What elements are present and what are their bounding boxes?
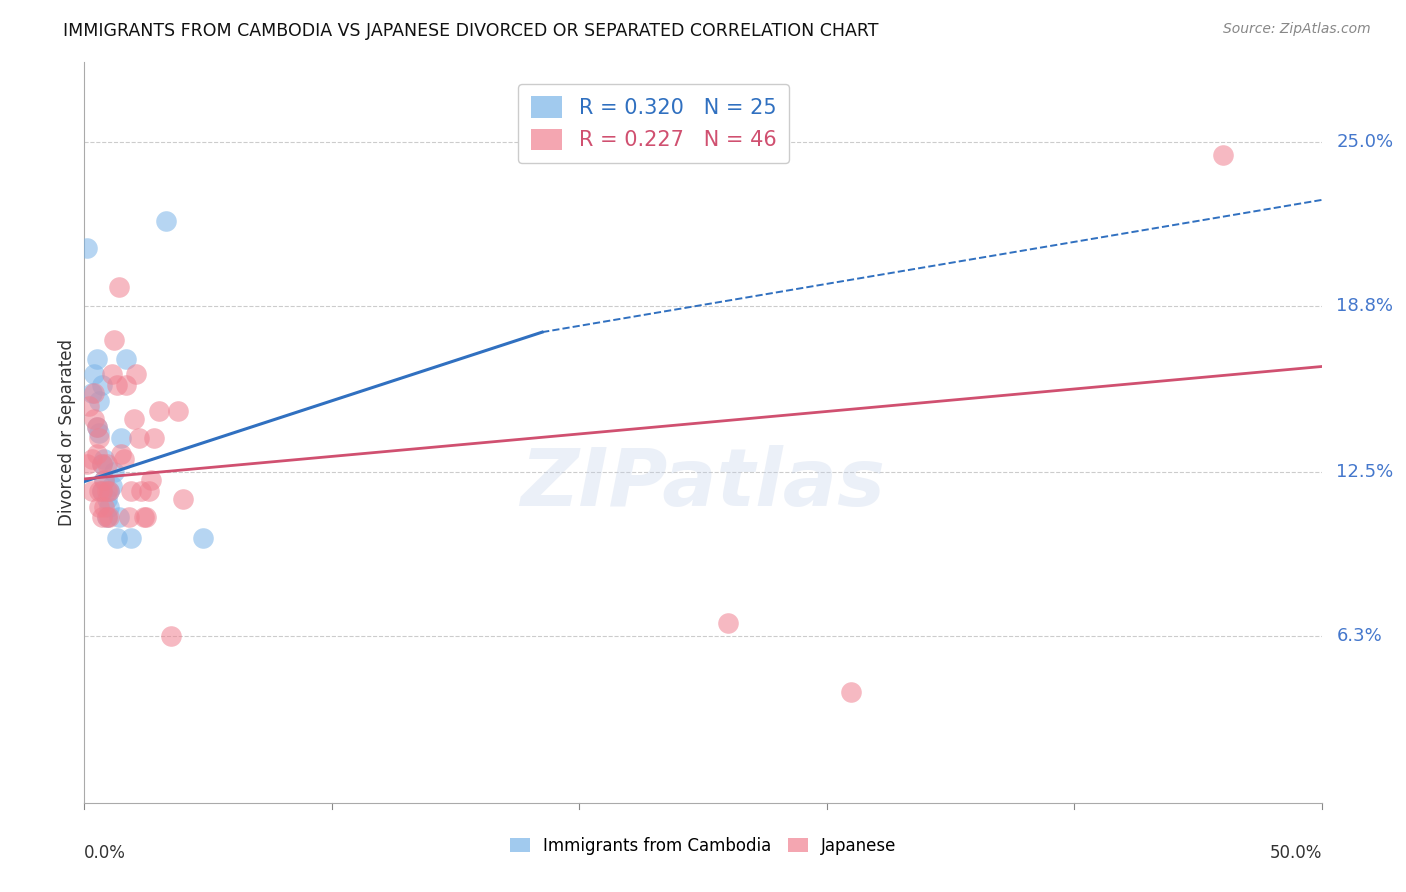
- Point: [135, 510, 157, 524]
- Point: [717, 615, 740, 630]
- Point: [191, 532, 214, 546]
- Point: [80, 386, 103, 401]
- Point: [79, 399, 101, 413]
- Point: [83, 386, 105, 401]
- Point: [96, 483, 118, 498]
- Y-axis label: Divorced or Separated: Divorced or Separated: [58, 339, 76, 526]
- Point: [841, 685, 863, 699]
- Point: [93, 452, 115, 467]
- Point: [86, 351, 108, 366]
- Point: [86, 447, 108, 461]
- Point: [1212, 148, 1234, 162]
- Point: [115, 351, 138, 366]
- Point: [90, 510, 112, 524]
- Point: [118, 510, 141, 524]
- Point: [100, 478, 122, 492]
- Point: [98, 483, 121, 498]
- Text: 50.0%: 50.0%: [1270, 844, 1322, 862]
- Point: [120, 483, 142, 498]
- Point: [90, 483, 112, 498]
- Point: [93, 473, 115, 487]
- Text: 0.0%: 0.0%: [84, 844, 127, 862]
- Point: [89, 483, 111, 498]
- Point: [103, 465, 125, 479]
- Point: [160, 629, 183, 643]
- Point: [98, 510, 121, 524]
- Point: [80, 452, 103, 467]
- Point: [155, 214, 177, 228]
- Point: [89, 425, 111, 440]
- Point: [86, 420, 108, 434]
- Point: [115, 378, 138, 392]
- Point: [110, 431, 132, 445]
- Point: [122, 412, 145, 426]
- Point: [90, 458, 112, 472]
- Point: [128, 431, 150, 445]
- Point: [129, 483, 152, 498]
- Legend: Immigrants from Cambodia, Japanese: Immigrants from Cambodia, Japanese: [503, 830, 903, 862]
- Text: 18.8%: 18.8%: [1337, 297, 1393, 315]
- Point: [89, 393, 111, 408]
- Point: [89, 431, 111, 445]
- Point: [138, 483, 160, 498]
- Point: [103, 333, 125, 347]
- Point: [96, 491, 118, 506]
- Point: [172, 491, 194, 506]
- Point: [96, 458, 118, 472]
- Text: Source: ZipAtlas.com: Source: ZipAtlas.com: [1223, 22, 1371, 37]
- Point: [108, 280, 131, 294]
- Point: [120, 532, 142, 546]
- Point: [83, 368, 105, 382]
- Point: [105, 378, 128, 392]
- Text: 25.0%: 25.0%: [1337, 133, 1393, 151]
- Point: [105, 532, 128, 546]
- Legend: R = 0.320   N = 25, R = 0.227   N = 46: R = 0.320 N = 25, R = 0.227 N = 46: [519, 84, 789, 163]
- Point: [90, 458, 112, 472]
- Point: [167, 404, 190, 418]
- Point: [83, 412, 105, 426]
- Text: ZIPatlas: ZIPatlas: [520, 445, 886, 524]
- Point: [90, 378, 112, 392]
- Point: [93, 500, 115, 514]
- Point: [93, 473, 115, 487]
- Point: [100, 368, 122, 382]
- Point: [142, 431, 165, 445]
- Point: [80, 483, 103, 498]
- Text: IMMIGRANTS FROM CAMBODIA VS JAPANESE DIVORCED OR SEPARATED CORRELATION CHART: IMMIGRANTS FROM CAMBODIA VS JAPANESE DIV…: [63, 22, 879, 40]
- Point: [76, 241, 98, 255]
- Point: [90, 483, 112, 498]
- Point: [148, 404, 170, 418]
- Point: [96, 510, 118, 524]
- Point: [96, 510, 118, 524]
- Point: [112, 452, 135, 467]
- Point: [98, 500, 121, 514]
- Point: [110, 447, 132, 461]
- Point: [76, 458, 98, 472]
- Point: [108, 510, 131, 524]
- Text: 6.3%: 6.3%: [1337, 627, 1382, 645]
- Point: [86, 420, 108, 434]
- Point: [98, 483, 121, 498]
- Point: [132, 510, 155, 524]
- Point: [89, 500, 111, 514]
- Point: [125, 368, 148, 382]
- Point: [141, 473, 163, 487]
- Text: 12.5%: 12.5%: [1337, 463, 1393, 482]
